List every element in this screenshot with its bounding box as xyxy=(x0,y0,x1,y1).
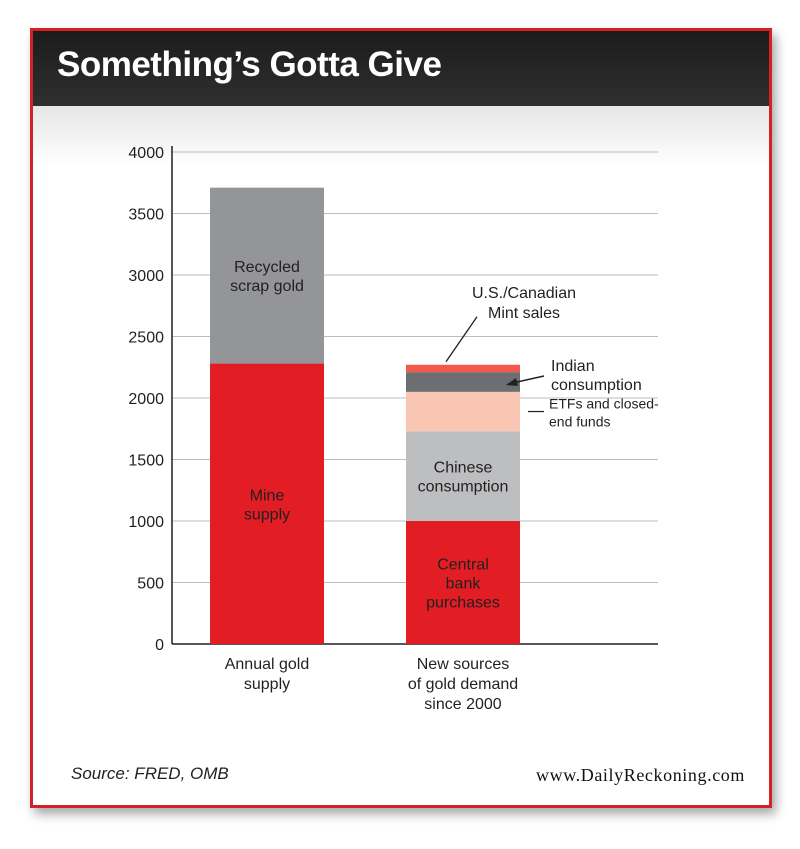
chart-title: Something’s Gotta Give xyxy=(57,45,442,84)
bar-segment xyxy=(406,364,520,373)
source-note: Source: FRED, OMB xyxy=(71,764,229,783)
segment-label: Indian consumption xyxy=(551,358,642,394)
header-bar: Something’s Gotta Give xyxy=(33,31,769,106)
segment-label: Recycled scrap gold xyxy=(230,259,304,295)
y-tick-label: 2000 xyxy=(128,391,164,408)
segment-label: U.S./Canadian Mint sales xyxy=(472,285,576,322)
x-category-label: New sources of gold demand since 2000 xyxy=(408,656,518,713)
segment-label: Chinese consumption xyxy=(418,460,509,496)
bar-segment xyxy=(406,521,520,644)
callout-arrowhead xyxy=(506,378,518,387)
bar-segment xyxy=(406,372,520,392)
plot-background xyxy=(33,106,769,805)
y-tick-label: 500 xyxy=(137,576,164,593)
bar-segment xyxy=(210,187,324,364)
y-tick-label: 3500 xyxy=(128,207,164,224)
site-url: www.DailyReckoning.com xyxy=(536,765,745,785)
chart-frame: Something’s Gotta Give 0 500 1000 1500 2000 2… xyxy=(30,28,772,808)
y-tick-label: 1000 xyxy=(128,514,164,531)
segment-label: Mine supply xyxy=(244,487,290,523)
y-tick-label: 3000 xyxy=(128,268,164,285)
bar-segment xyxy=(210,363,324,644)
y-tick-label: 0 xyxy=(155,637,164,654)
callout-line xyxy=(445,316,478,363)
x-category-label: Annual gold supply xyxy=(225,656,310,693)
y-tick-label: 1500 xyxy=(128,453,164,470)
segment-label: Central bank purchases xyxy=(426,557,500,612)
bar-segment xyxy=(406,391,520,432)
stacked-bar-chart: 0 500 1000 1500 2000 2500 3000 3500 4000 Mine supp… xyxy=(128,145,659,713)
segment-label: ETFs and closed-end funds xyxy=(549,396,659,430)
y-tick-label: 4000 xyxy=(128,145,164,162)
y-tick-label: 2500 xyxy=(128,330,164,347)
bar-segment xyxy=(406,431,520,521)
